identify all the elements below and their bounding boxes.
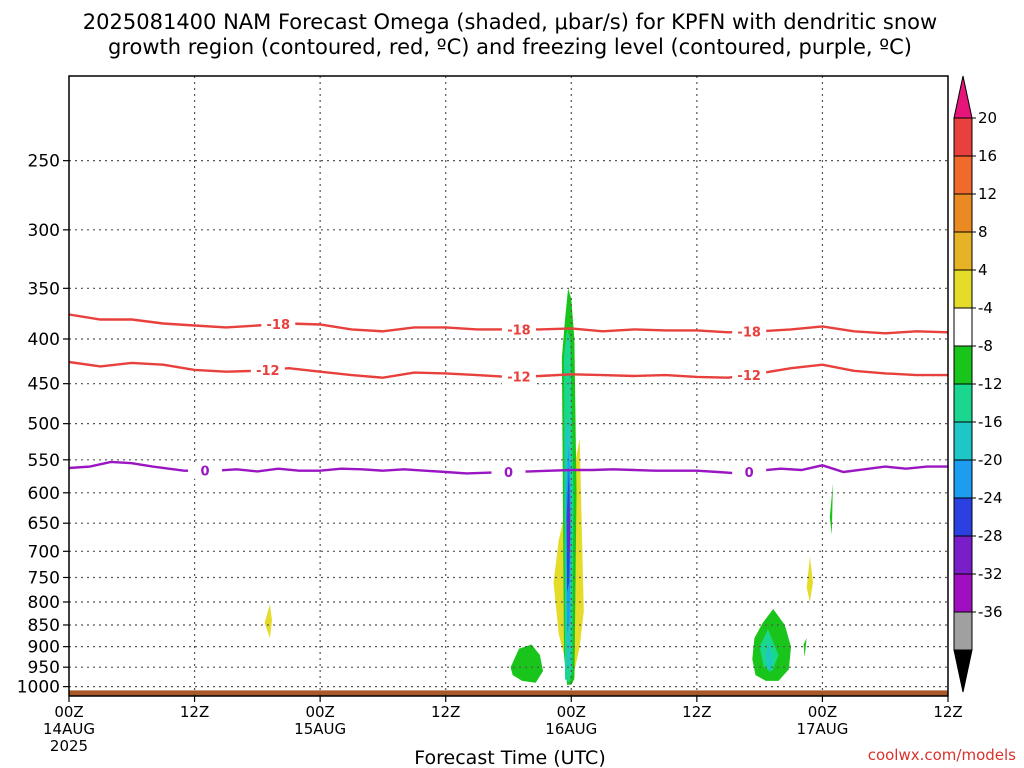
credit-text: coolwx.com/models	[868, 746, 1016, 764]
contour-label-bg	[732, 323, 767, 340]
x-tick-label: 12Z	[682, 703, 711, 721]
y-axis-ticks: 2503003504004505005506006507007508008509…	[17, 152, 69, 698]
omega-area-7	[803, 638, 807, 658]
omega-area-14	[567, 499, 570, 562]
colorbar-label: -16	[978, 413, 1003, 431]
y-tick-label: 1000	[17, 678, 60, 698]
contour-label: -12	[256, 364, 280, 379]
colorbar-band	[953, 383, 973, 423]
contour-label: 0	[201, 465, 210, 480]
colorbar-label: -36	[978, 603, 1003, 621]
contour-label-bg	[732, 366, 767, 383]
contour-label: 0	[745, 466, 754, 481]
x-tick-label: 15AUG	[294, 720, 346, 738]
contour-label-bg	[501, 368, 536, 385]
contour-label: -12	[507, 371, 531, 386]
colorbar-band	[953, 611, 973, 651]
y-tick-label: 450	[28, 375, 60, 395]
colorbar-band	[953, 307, 973, 347]
colorbar-band	[953, 345, 973, 385]
contour-label-bg	[491, 464, 526, 481]
contour-label-bg	[250, 361, 285, 378]
omega-area-1	[264, 604, 272, 639]
x-tick-label: 12Z	[933, 703, 962, 721]
contour-label-bg	[732, 464, 767, 481]
colorbar-label: -32	[978, 565, 1003, 583]
chart-title-line-2: growth region (contoured, red, ºC) and f…	[108, 35, 912, 59]
colorbar-label: -24	[978, 489, 1003, 507]
y-tick-label: 350	[28, 279, 60, 299]
x-tick-label: 14AUG	[43, 720, 95, 738]
x-tick-label: 00Z	[557, 703, 586, 721]
colorbar-label: 20	[978, 109, 997, 127]
colorbar-label: -28	[978, 527, 1003, 545]
omega-area-2	[806, 556, 813, 602]
omega-area-11	[765, 642, 773, 674]
chart-title-line-1: 2025081400 NAM Forecast Omega (shaded, μ…	[83, 10, 937, 34]
colorbar-band	[953, 573, 973, 613]
omega-shading-layer	[69, 288, 948, 696]
grid-layer	[69, 76, 948, 696]
y-tick-label: 800	[28, 593, 60, 613]
y-tick-label: 950	[28, 658, 60, 678]
colorbar-band	[953, 421, 973, 461]
x-tick-label: 12Z	[180, 703, 209, 721]
colorbar-band	[953, 193, 973, 233]
x-tick-label: 00Z	[305, 703, 334, 721]
colorbar-label: -8	[978, 337, 993, 355]
y-tick-label: 700	[28, 542, 60, 562]
colorbar-label: -4	[978, 299, 993, 317]
y-tick-label: 900	[28, 638, 60, 658]
contour-layer: -18 -18 -18 -12 -12 -12 0 0 0	[68, 313, 949, 481]
y-tick-label: 500	[28, 415, 60, 435]
colorbar-label: -12	[978, 375, 1003, 393]
omega-area-3	[510, 644, 543, 683]
omega-area-6	[829, 483, 833, 535]
contour-label: -18	[267, 318, 291, 333]
colorbar-band	[953, 231, 973, 271]
contour-label: -18	[737, 326, 761, 341]
x-tick-label: 12Z	[431, 703, 460, 721]
plot-frame	[68, 75, 949, 697]
colorbar-label: 12	[978, 185, 997, 203]
y-tick-label: 600	[28, 484, 60, 504]
contour-label-bg	[261, 316, 296, 333]
colorbar-band	[953, 155, 973, 195]
colorbar-band	[953, 117, 973, 157]
x-tick-label: 2025	[50, 737, 88, 755]
x-tick-label: 00Z	[54, 703, 83, 721]
contour-label: -12	[737, 369, 761, 384]
y-tick-label: 300	[28, 221, 60, 241]
contour-label: -18	[507, 323, 531, 338]
colorbar-band	[953, 459, 973, 499]
terrain-fill	[69, 690, 948, 696]
colorbar: 20 16 12 8 4 -4 -8 -12 -16 -20 -24 -28 -32 -36	[953, 75, 1003, 693]
contour-label-bg	[501, 321, 536, 338]
colorbar-band	[953, 497, 973, 537]
x-tick-label: 16AUG	[545, 720, 597, 738]
y-tick-label: 750	[28, 568, 60, 588]
colorbar-band	[953, 535, 973, 575]
y-tick-label: 650	[28, 514, 60, 534]
x-axis-label: Forecast Time (UTC)	[414, 747, 605, 768]
contour-label: 0	[504, 466, 513, 481]
colorbar-label: -20	[978, 451, 1003, 469]
colorbar-label: 8	[978, 223, 988, 241]
y-tick-label: 550	[28, 451, 60, 471]
colorbar-bottom-arrow	[953, 649, 973, 693]
colorbar-label: 16	[978, 147, 997, 165]
y-tick-label: 250	[28, 152, 60, 172]
colorbar-label: 4	[978, 261, 988, 279]
colorbar-band	[953, 269, 973, 309]
x-tick-label: 00Z	[808, 703, 837, 721]
y-tick-label: 400	[28, 330, 60, 350]
x-tick-label: 17AUG	[796, 720, 848, 738]
contour-label-bg	[188, 462, 223, 479]
colorbar-top-arrow	[953, 75, 973, 119]
y-tick-label: 850	[28, 616, 60, 636]
